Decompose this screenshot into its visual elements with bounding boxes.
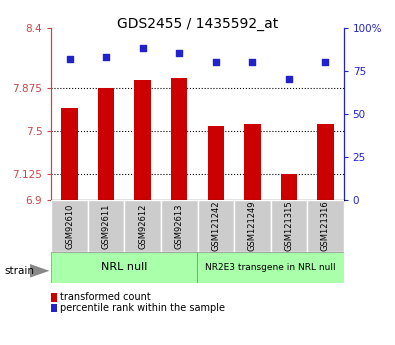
Text: GSM121316: GSM121316 [321, 200, 330, 252]
Text: transformed count: transformed count [60, 293, 151, 302]
Text: GSM92612: GSM92612 [138, 203, 147, 249]
FancyBboxPatch shape [198, 200, 234, 252]
Bar [207, 127, 224, 200]
Text: GSM92613: GSM92613 [175, 203, 184, 249]
Text: GSM121242: GSM121242 [211, 201, 220, 251]
Bar [317, 124, 334, 200]
Bar [61, 108, 78, 200]
FancyBboxPatch shape [271, 200, 307, 252]
FancyBboxPatch shape [234, 200, 271, 252]
Bar [171, 78, 188, 200]
FancyBboxPatch shape [307, 200, 344, 252]
Text: GSM121315: GSM121315 [284, 201, 293, 251]
Bar [134, 80, 151, 200]
Point [286, 77, 292, 82]
Bar [280, 174, 297, 200]
Bar [244, 124, 261, 200]
Point [139, 46, 146, 51]
FancyBboxPatch shape [198, 252, 344, 283]
FancyBboxPatch shape [51, 252, 198, 283]
Text: GSM92611: GSM92611 [102, 203, 111, 249]
FancyBboxPatch shape [51, 200, 88, 252]
Point [103, 54, 109, 60]
Text: NRL null: NRL null [101, 263, 148, 272]
Bar [98, 88, 115, 200]
Text: strain: strain [4, 266, 34, 276]
FancyBboxPatch shape [88, 200, 124, 252]
Polygon shape [30, 264, 49, 278]
Text: GSM121249: GSM121249 [248, 201, 257, 251]
Point [249, 59, 256, 65]
Point [322, 59, 329, 65]
Text: percentile rank within the sample: percentile rank within the sample [60, 303, 225, 313]
Text: GSM92610: GSM92610 [65, 203, 74, 249]
Point [66, 56, 73, 61]
FancyBboxPatch shape [124, 200, 161, 252]
Point [213, 59, 219, 65]
Text: GDS2455 / 1435592_at: GDS2455 / 1435592_at [117, 17, 278, 31]
FancyBboxPatch shape [161, 200, 198, 252]
Point [176, 51, 182, 56]
Text: NR2E3 transgene in NRL null: NR2E3 transgene in NRL null [205, 263, 336, 272]
